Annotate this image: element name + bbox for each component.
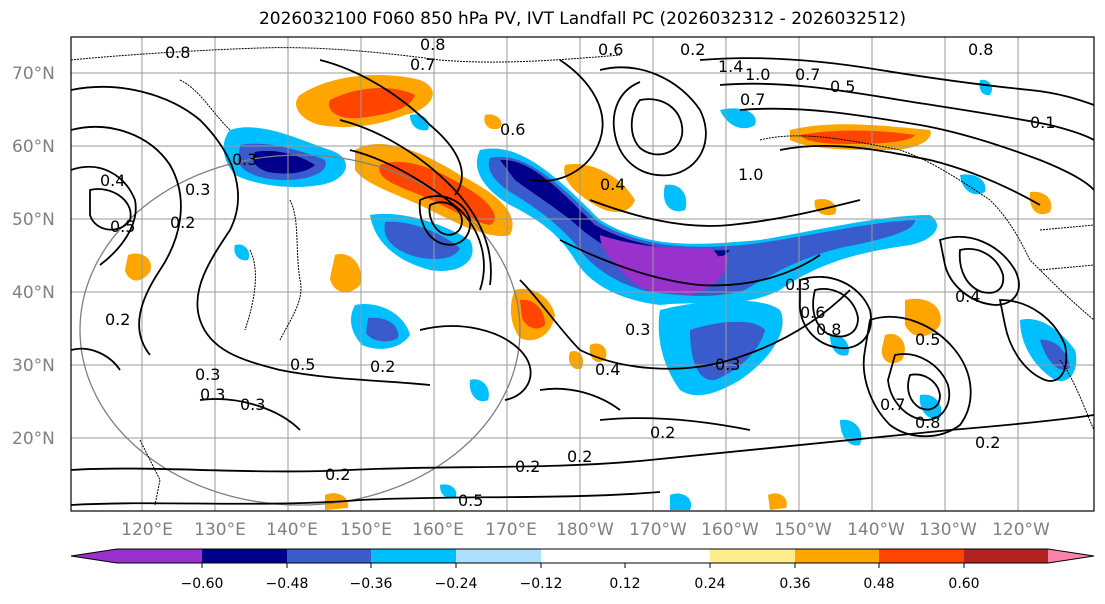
lon-label: 160°W [701, 520, 759, 540]
contour-label: 1.4 [718, 57, 743, 76]
colorbar-tick-label: −0.24 [435, 576, 478, 592]
lat-label: 20°N [12, 429, 55, 449]
map-frame [70, 36, 1095, 512]
lon-label: 170°W [629, 520, 687, 540]
colorbar-tick-label: 0.36 [779, 576, 810, 592]
colorbar-swatch [625, 549, 710, 563]
lon-label: 150°W [774, 520, 832, 540]
map-title: 2026032100 F060 850 hPa PV, IVT Landfall… [258, 9, 906, 29]
contour-label: 0.5 [830, 77, 855, 96]
colorbar-swatch [456, 549, 541, 563]
colorbar-swatch [710, 549, 795, 563]
contour-label: 0.4 [955, 287, 980, 306]
colorbar: −0.60 −0.48 −0.36 −0.24 −0.12 0.12 0.24 … [70, 548, 1095, 592]
contour-label: 0.2 [370, 357, 395, 376]
colorbar-swatch [202, 549, 287, 563]
lon-label: 120°W [992, 520, 1050, 540]
contour-label: 0.4 [595, 360, 620, 379]
lon-label: 120°E [121, 520, 173, 540]
contour-label: 0.3 [185, 180, 210, 199]
contour-label: 0.7 [795, 65, 820, 84]
colorbar-swatch [287, 549, 371, 563]
contour-label: 0.2 [325, 465, 350, 484]
coastlines [71, 47, 1094, 506]
contour-label: 0.3 [715, 355, 740, 374]
contour-label: 0.7 [740, 90, 765, 109]
lon-label: 140°W [847, 520, 905, 540]
colorbar-swatch [964, 549, 1048, 563]
contour-label: 0.8 [915, 413, 940, 432]
latitude-labels: 70°N 60°N 50°N 40°N 30°N 20°N [12, 64, 55, 449]
contour-label: 0.3 [240, 395, 265, 414]
contour-label: 0.2 [515, 457, 540, 476]
contour-label: 0.2 [567, 447, 592, 466]
colorbar-swatch [117, 549, 202, 563]
contour-label: 0.2 [170, 213, 195, 232]
lon-label: 150°E [340, 520, 392, 540]
contour-label: 0.4 [600, 175, 625, 194]
longitude-labels: 120°E 130°E 140°E 150°E 160°E 170°E 180°… [121, 520, 1050, 540]
map-area [71, 37, 1094, 511]
contour-label: 0.3 [195, 365, 220, 384]
contour-label: 0.3 [232, 150, 257, 169]
colorbar-outline [70, 548, 1095, 564]
colorbar-extend-max [1048, 549, 1094, 563]
contour-label: 0.8 [968, 40, 993, 59]
colorbar-tick-label: 0.24 [694, 576, 725, 592]
contour-label: 0.2 [975, 433, 1000, 452]
contour-label: 0.5 [458, 491, 483, 510]
contour-label: 0.3 [200, 385, 225, 404]
contour-label: 0.5 [290, 355, 315, 374]
colorbar-swatch [795, 549, 879, 563]
contour-label: 0.7 [410, 55, 435, 74]
colorbar-swatch [541, 549, 625, 563]
contour-label: 0.7 [880, 395, 905, 414]
colorbar-tick-label: −0.48 [266, 576, 309, 592]
contour-label: 0.6 [500, 120, 525, 139]
region-circle [79, 154, 521, 506]
contour-label: 1.0 [738, 165, 763, 184]
contour-label: 0.2 [105, 310, 130, 329]
contour-label: 1.0 [745, 65, 770, 84]
contour-label: 0.8 [165, 43, 190, 62]
lat-label: 70°N [12, 64, 55, 84]
contour-labels: 0.8 0.7 0.8 0.6 0.2 1.4 1.0 0.7 0.5 0.8 … [100, 35, 1055, 510]
contour-label: 0.1 [1030, 113, 1055, 132]
colorbar-tick-label: 0.48 [863, 576, 894, 592]
colorbar-tick-label: 0.12 [609, 576, 640, 592]
colorbar-tick-label: −0.12 [520, 576, 563, 592]
contour-label: 0.8 [816, 320, 841, 339]
lat-label: 30°N [12, 356, 55, 376]
contours [71, 57, 1094, 506]
contour-label: 0.3 [625, 320, 650, 339]
colorbar-tick-label: 0.60 [948, 576, 979, 592]
colorbar-swatch [879, 549, 964, 563]
contour-label: 0.6 [598, 40, 623, 59]
contour-label: 0.2 [680, 40, 705, 59]
lat-label: 40°N [12, 283, 55, 303]
lon-label: 130°W [919, 520, 977, 540]
lat-label: 60°N [12, 137, 55, 157]
contour-label: 0.2 [650, 423, 675, 442]
colorbar-tick-label: −0.36 [350, 576, 393, 592]
lon-label: 160°E [412, 520, 464, 540]
contour-label: 0.4 [100, 171, 125, 190]
lat-label: 50°N [12, 210, 55, 230]
colorbar-extend-min [71, 549, 117, 563]
colorbar-tick-marks [201, 563, 965, 568]
colorbar-swatch [371, 549, 456, 563]
contour-label: 0.3 [785, 275, 810, 294]
lon-label: 130°E [194, 520, 246, 540]
contour-label: 0.5 [915, 330, 940, 349]
contour-label: 0.5 [110, 217, 135, 236]
contour-label: 0.6 [800, 303, 825, 322]
lon-label: 180°W [556, 520, 614, 540]
lon-label: 170°E [485, 520, 537, 540]
graticule [71, 37, 1094, 511]
lon-label: 140°E [266, 520, 318, 540]
contour-label: 0.8 [420, 35, 445, 54]
colorbar-tick-label: −0.60 [181, 576, 224, 592]
